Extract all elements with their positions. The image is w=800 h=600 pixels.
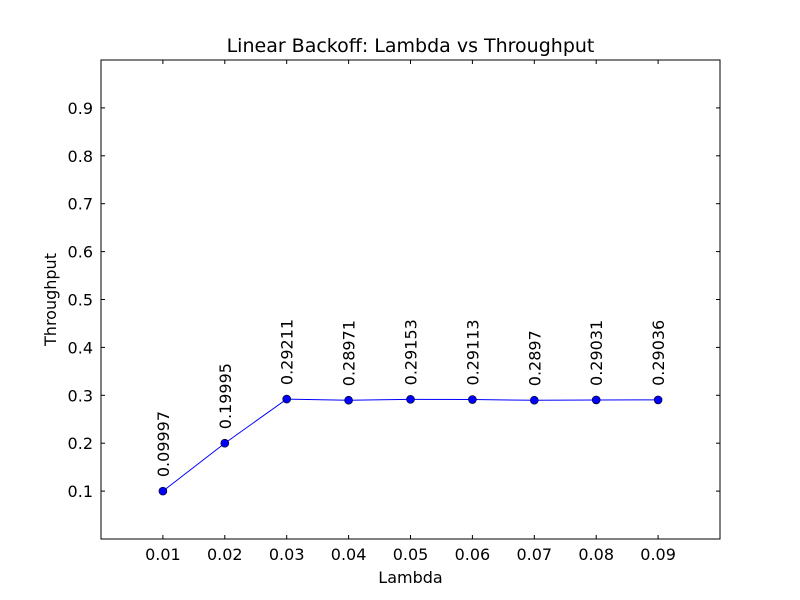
y-tick-label-6: 0.7: [68, 195, 93, 214]
ticks-layer: 0.01 0.02 0.03 0.04 0.05 0.06 0.07 0.08 0.09 0.1 0…: [68, 60, 720, 564]
data-label-4: 0.29153: [402, 319, 421, 385]
data-label-0: 0.09997: [154, 411, 173, 477]
data-point-5: [468, 395, 477, 404]
y-tick-label-2: 0.3: [68, 386, 93, 405]
data-label-8: 0.29036: [649, 320, 668, 386]
x-tick-label-0: 0.01: [145, 545, 181, 564]
data-label-7: 0.29031: [587, 320, 606, 386]
x-tick-label-4: 0.05: [393, 545, 429, 564]
data-label-3: 0.28971: [340, 320, 359, 386]
y-tick-label-5: 0.6: [68, 243, 93, 262]
x-axis-label: Lambda: [378, 568, 442, 587]
data-point-3: [344, 395, 353, 405]
x-tick-label-8: 0.09: [640, 545, 676, 564]
data-point-6: [529, 395, 539, 405]
plot-frame: [100, 59, 721, 540]
data-label-6: 0.2897: [525, 330, 544, 386]
y-tick-label-7: 0.8: [68, 147, 93, 166]
y-tick-label-0: 0.1: [68, 482, 93, 501]
data-label-2: 0.29211: [278, 319, 297, 385]
chart-title: Linear Backoff: Lambda vs Throughput: [227, 35, 595, 57]
data-point-0: [158, 486, 168, 496]
data-label-1: 0.19995: [216, 363, 235, 429]
series-layer: 0.09997 0.19995 0.29211 0.28971 0.29153 0.291…: [154, 319, 668, 496]
y-tick-label-1: 0.2: [68, 434, 93, 453]
data-label-5: 0.29113: [463, 319, 482, 385]
x-tick-label-5: 0.06: [455, 545, 491, 564]
x-tick-label-1: 0.02: [207, 545, 243, 564]
data-point-8: [653, 395, 663, 405]
y-tick-label-8: 0.9: [68, 99, 93, 118]
data-point-7: [591, 395, 601, 405]
data-point-1: [220, 438, 230, 448]
x-tick-label-3: 0.04: [331, 545, 367, 564]
x-tick-label-2: 0.03: [269, 545, 305, 564]
data-point-4: [406, 395, 415, 404]
y-tick-label-3: 0.4: [68, 338, 93, 357]
x-tick-label-7: 0.08: [578, 545, 614, 564]
data-point-2: [282, 394, 292, 404]
y-axis-label: Throughput: [41, 253, 60, 347]
x-tick-label-6: 0.07: [516, 545, 552, 564]
y-tick-label-4: 0.5: [68, 291, 93, 310]
